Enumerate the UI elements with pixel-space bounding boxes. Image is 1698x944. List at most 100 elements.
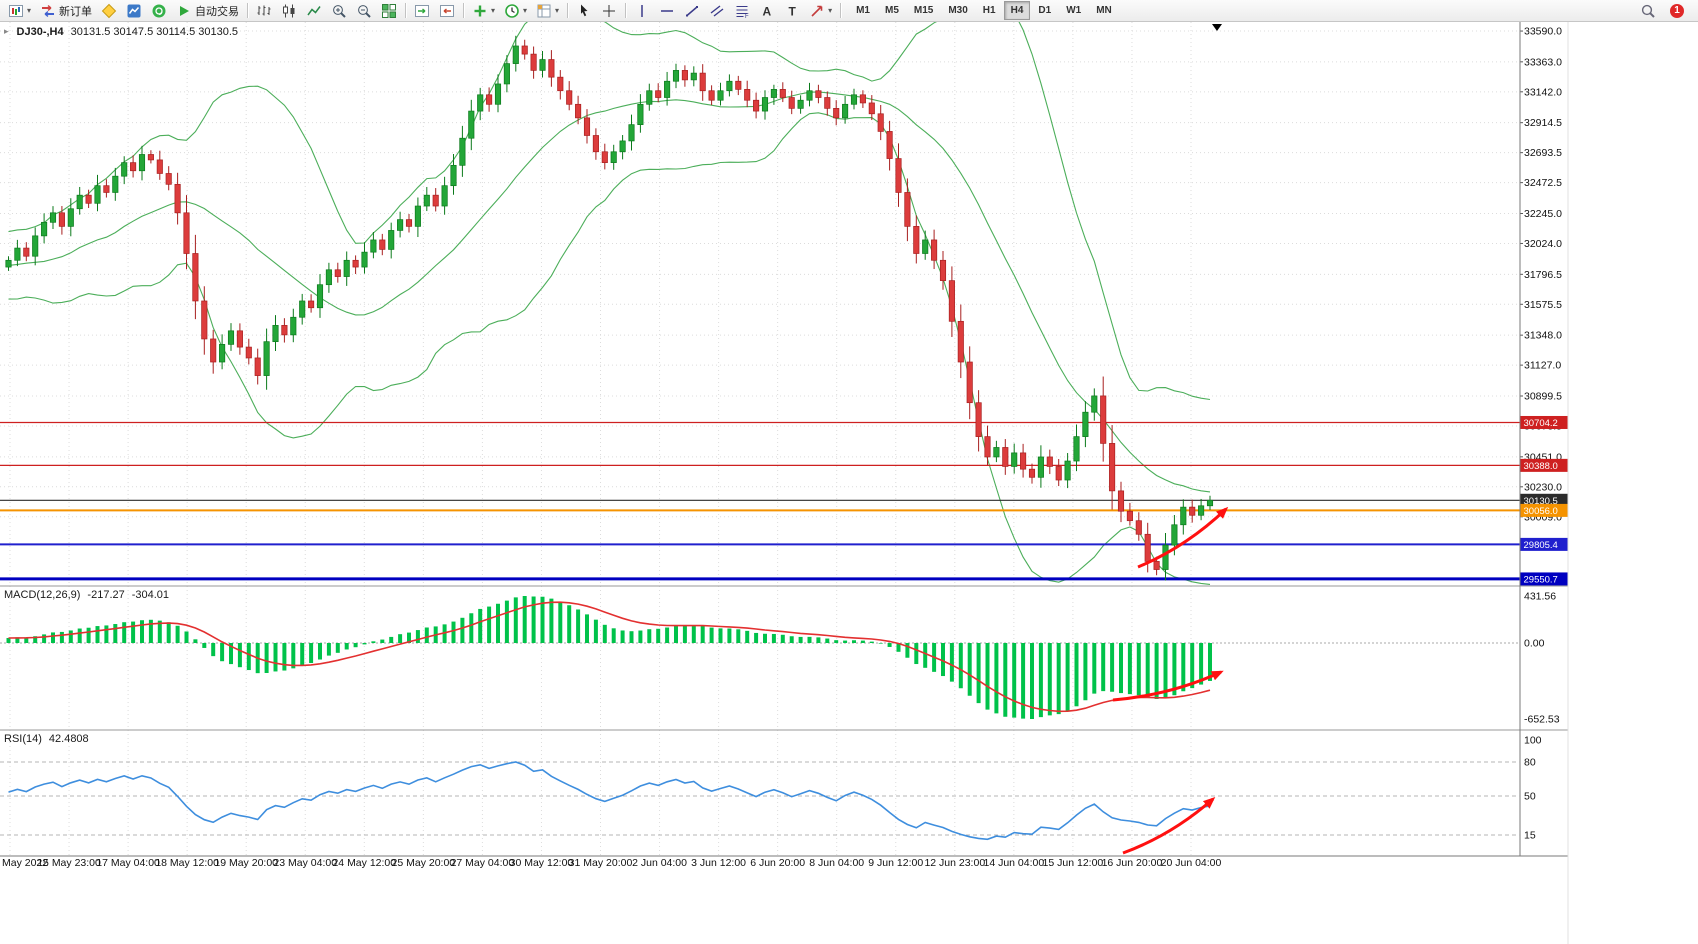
svg-text:30056.0: 30056.0 bbox=[1524, 506, 1558, 517]
svg-text:May 2022: May 2022 bbox=[2, 857, 48, 869]
fibonacci-button[interactable]: F bbox=[730, 1, 754, 21]
svg-text:16 Jun 20:00: 16 Jun 20:00 bbox=[1102, 857, 1163, 869]
mql-market-button[interactable] bbox=[97, 1, 121, 21]
svg-text:29550.7: 29550.7 bbox=[1524, 574, 1558, 585]
templates-button[interactable]: ▾ bbox=[532, 1, 563, 21]
cursor-icon bbox=[581, 4, 588, 16]
svg-text:431.56: 431.56 bbox=[1524, 591, 1556, 603]
arrow-object-icon bbox=[811, 5, 823, 17]
svg-text:31348.0: 31348.0 bbox=[1524, 330, 1562, 342]
line-chart-icon bbox=[307, 5, 321, 15]
new-chart-icon bbox=[9, 4, 23, 17]
timeframe-h1-button[interactable]: H1 bbox=[982, 5, 996, 16]
svg-text:6 Jun 20:00: 6 Jun 20:00 bbox=[750, 857, 805, 869]
svg-text:15 Jun 12:00: 15 Jun 12:00 bbox=[1043, 857, 1104, 869]
templates-icon bbox=[537, 4, 551, 17]
zoom-out-button[interactable] bbox=[352, 1, 376, 21]
timeframe-h4-button[interactable]: H4 bbox=[1003, 1, 1031, 20]
chart-shift-icon bbox=[440, 4, 455, 17]
data-window-button[interactable] bbox=[122, 1, 146, 21]
trendline-button[interactable] bbox=[680, 1, 704, 21]
timeframe-w1-button[interactable]: W1 bbox=[1066, 5, 1082, 16]
svg-text:32024.0: 32024.0 bbox=[1524, 238, 1562, 250]
svg-text:30130.5: 30130.5 bbox=[1524, 496, 1558, 507]
new-chart-button[interactable]: ▾ bbox=[4, 1, 35, 21]
text-a-icon: A bbox=[763, 4, 772, 18]
svg-text:8 Jun 04:00: 8 Jun 04:00 bbox=[809, 857, 864, 869]
auto-scroll-icon bbox=[415, 4, 430, 17]
channel-icon bbox=[710, 4, 724, 17]
green-globe-icon bbox=[152, 4, 166, 17]
horizontal-line-button[interactable] bbox=[655, 1, 679, 21]
svg-text:29805.4: 29805.4 bbox=[1524, 540, 1558, 551]
rsi-panel-splitter[interactable] bbox=[0, 728, 1568, 733]
text-label-button[interactable]: T bbox=[780, 1, 804, 21]
svg-text:12 Jun 23:00: 12 Jun 23:00 bbox=[924, 857, 985, 869]
timeframe-m5-button[interactable]: M5 bbox=[884, 5, 899, 16]
macd-panel-splitter[interactable] bbox=[0, 584, 1568, 589]
svg-text:15: 15 bbox=[1524, 830, 1536, 842]
svg-text:33142.0: 33142.0 bbox=[1524, 86, 1562, 98]
vertical-line-button[interactable] bbox=[630, 1, 654, 21]
channel-button[interactable] bbox=[705, 1, 729, 21]
autotrading-button[interactable]: 自动交易 bbox=[172, 1, 243, 21]
tile-windows-button[interactable] bbox=[377, 1, 401, 21]
svg-text:30704.2: 30704.2 bbox=[1524, 418, 1558, 429]
dropdown-caret-icon: ▾ bbox=[828, 5, 833, 15]
clock-icon bbox=[505, 3, 519, 18]
svg-text:15 May 23:00: 15 May 23:00 bbox=[37, 857, 101, 869]
svg-text:80: 80 bbox=[1524, 757, 1536, 769]
svg-text:-652.53: -652.53 bbox=[1524, 714, 1560, 726]
search-button[interactable] bbox=[1636, 1, 1660, 21]
new-order-label: 新订单 bbox=[59, 5, 93, 18]
new-order-icon bbox=[42, 4, 55, 17]
fibonacci-icon: F bbox=[736, 5, 749, 19]
chart-shift-button[interactable] bbox=[435, 1, 459, 21]
periods-button[interactable]: ▾ bbox=[500, 1, 531, 21]
toolbar-separator bbox=[567, 3, 569, 18]
svg-text:50: 50 bbox=[1524, 791, 1536, 803]
arrows-button[interactable]: ▾ bbox=[805, 1, 836, 21]
svg-text:30 May 12:00: 30 May 12:00 bbox=[510, 857, 574, 869]
timeframe-m15-button[interactable]: M15 bbox=[913, 5, 934, 16]
timeframe-mn-button[interactable]: MN bbox=[1096, 5, 1112, 16]
bar-chart-icon bbox=[257, 5, 271, 15]
zoom-in-icon bbox=[333, 4, 346, 18]
svg-text:F: F bbox=[745, 14, 749, 19]
toolbar-separator bbox=[405, 3, 407, 18]
search-icon bbox=[1641, 4, 1655, 18]
svg-text:23 May 04:00: 23 May 04:00 bbox=[273, 857, 337, 869]
zoom-in-button[interactable] bbox=[327, 1, 351, 21]
timeframe-d1-button[interactable]: D1 bbox=[1038, 5, 1052, 16]
cursor-button[interactable] bbox=[572, 1, 596, 21]
svg-text:30230.0: 30230.0 bbox=[1524, 481, 1562, 493]
crosshair-button[interactable] bbox=[597, 1, 621, 21]
toolbar: ▾ 新订单 自动交易 bbox=[0, 0, 1698, 22]
text-button[interactable]: A bbox=[755, 1, 779, 21]
new-order-button[interactable]: 新订单 bbox=[36, 1, 96, 21]
notification-badge[interactable]: 1 bbox=[1670, 3, 1684, 18]
time-axis[interactable] bbox=[0, 856, 1568, 876]
line-chart-button[interactable] bbox=[302, 1, 326, 21]
timeframe-m30-button[interactable]: M30 bbox=[948, 5, 968, 16]
timeframe-m1-button[interactable]: M1 bbox=[856, 5, 870, 16]
svg-text:A: A bbox=[763, 4, 772, 18]
auto-scroll-button[interactable] bbox=[410, 1, 434, 21]
timeframe-group: M1 M5 M15 M30 H1 H4 D1 W1 MN bbox=[849, 1, 1119, 20]
vertical-line-icon bbox=[641, 4, 643, 17]
bar-chart-button[interactable] bbox=[252, 1, 276, 21]
svg-text:32245.0: 32245.0 bbox=[1524, 208, 1562, 220]
svg-text:T: T bbox=[789, 4, 797, 18]
svg-text:14 Jun 04:00: 14 Jun 04:00 bbox=[983, 857, 1044, 869]
svg-text:31127.0: 31127.0 bbox=[1524, 360, 1561, 372]
svg-text:32472.5: 32472.5 bbox=[1524, 177, 1562, 189]
dropdown-caret-icon: ▾ bbox=[491, 5, 496, 15]
svg-text:9 Jun 12:00: 9 Jun 12:00 bbox=[868, 857, 923, 869]
toolbar-separator bbox=[840, 3, 842, 18]
indicators-button[interactable]: ▾ bbox=[468, 1, 499, 21]
candlestick-button[interactable] bbox=[277, 1, 301, 21]
community-button[interactable] bbox=[147, 1, 171, 21]
svg-text:18 May 12:00: 18 May 12:00 bbox=[155, 857, 219, 869]
toolbar-separator bbox=[463, 3, 465, 18]
